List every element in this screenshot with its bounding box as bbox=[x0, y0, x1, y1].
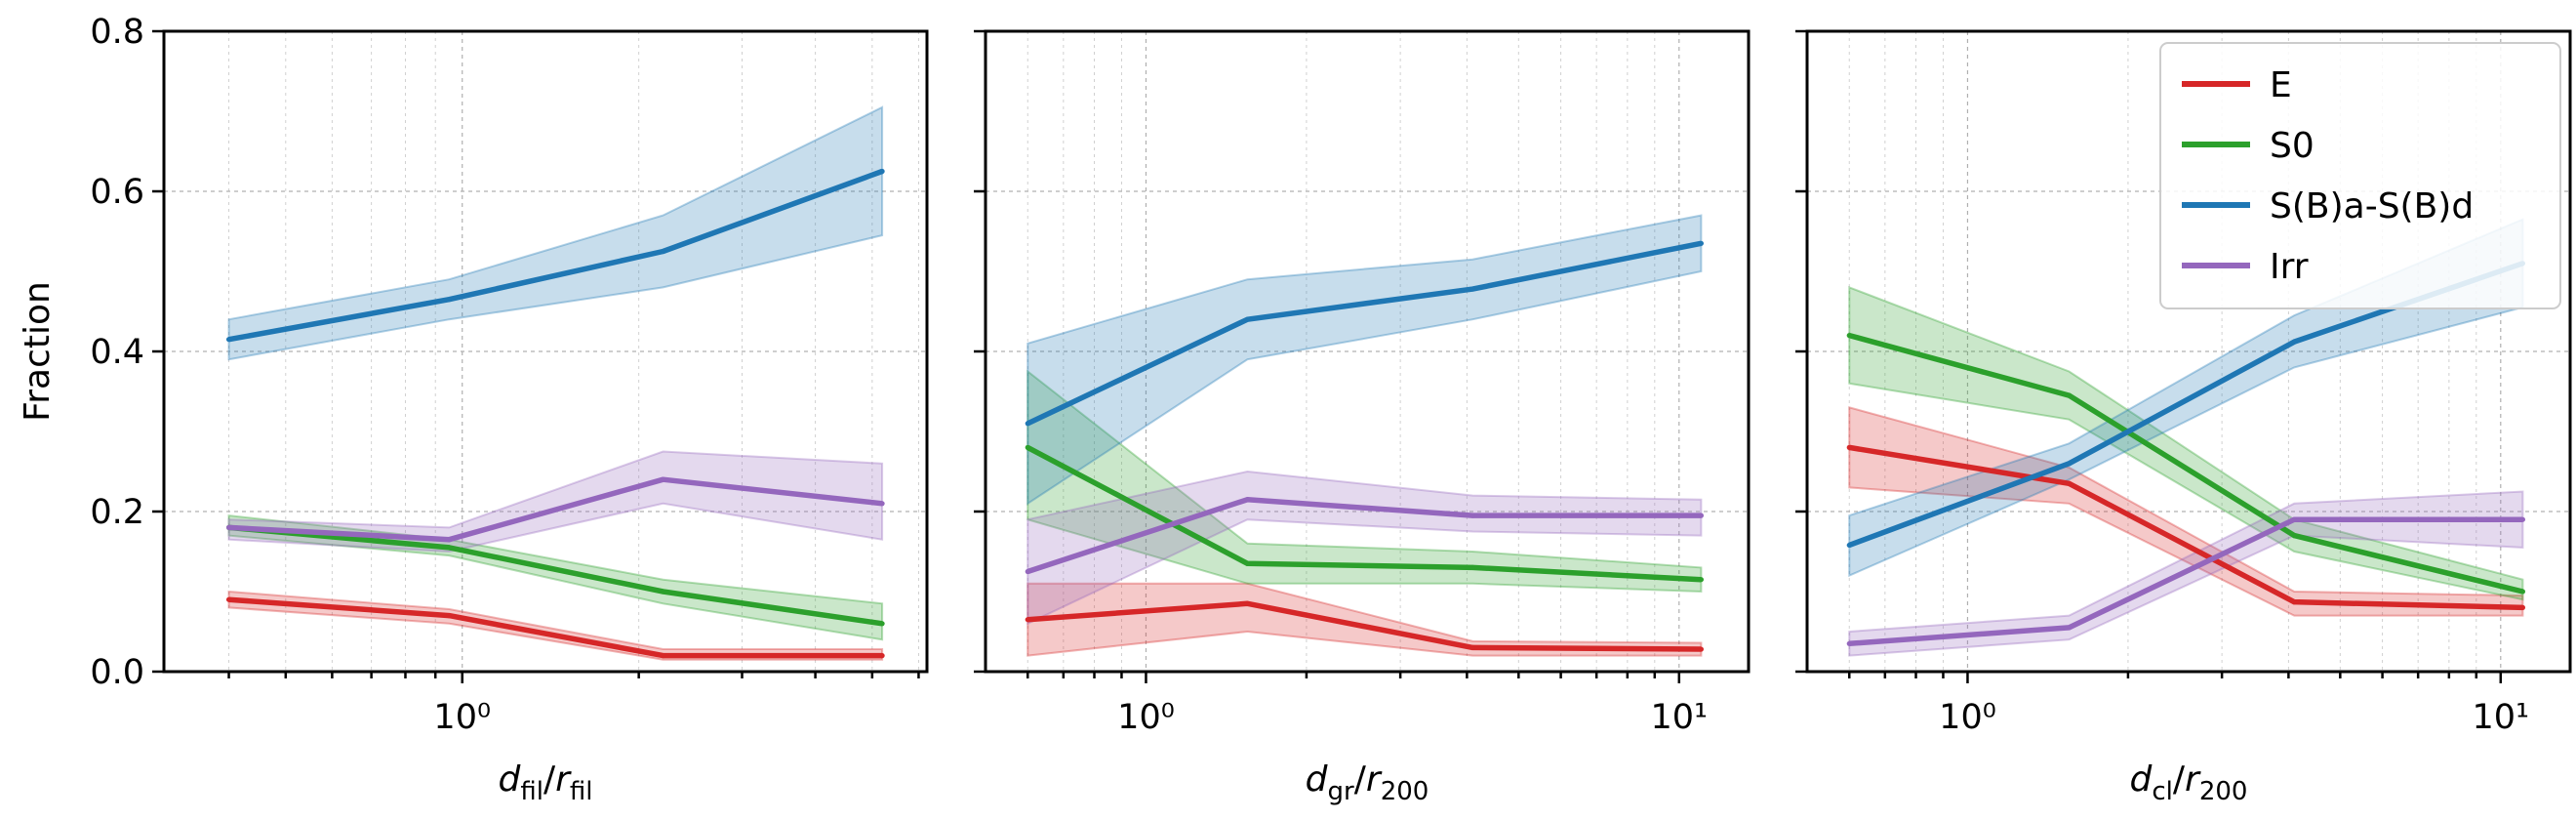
point-s0 bbox=[1846, 333, 1852, 339]
point-e bbox=[2519, 604, 2526, 611]
point-irr bbox=[1025, 568, 1030, 575]
point-s0 bbox=[660, 589, 666, 594]
point-s-b-a-s-b-d bbox=[446, 297, 452, 303]
point-irr bbox=[1846, 640, 1852, 646]
line-s-b-a-s-b-d bbox=[228, 168, 884, 343]
band-s-b-a-s-b-d bbox=[227, 105, 884, 361]
point-irr bbox=[1469, 512, 1475, 518]
point-s-b-a-s-b-d bbox=[2291, 339, 2297, 345]
axes-frame bbox=[984, 29, 1751, 674]
y-tick-label: 0.0 bbox=[90, 653, 144, 692]
panel-filament: 10⁰ 0.0 0.2 0.4 0.6 0.8 dfil/rfil Fraction bbox=[18, 13, 929, 806]
x-tick-label: 10⁰ bbox=[433, 698, 491, 737]
band-irr bbox=[1026, 470, 1703, 626]
line-irr bbox=[1026, 496, 1702, 575]
point-e bbox=[446, 613, 452, 619]
point-s-b-a-s-b-d bbox=[660, 248, 666, 255]
point-s-b-a-s-b-d bbox=[225, 337, 232, 343]
axes-frame bbox=[162, 29, 929, 674]
point-s0 bbox=[2291, 533, 2297, 539]
point-irr bbox=[1244, 497, 1251, 503]
band-irr bbox=[227, 450, 884, 554]
point-e bbox=[225, 596, 232, 602]
point-e bbox=[1025, 617, 1030, 623]
point-s0 bbox=[1244, 560, 1251, 566]
point-s0 bbox=[446, 545, 452, 551]
line-s0 bbox=[1848, 332, 2524, 594]
line-s0 bbox=[1026, 444, 1702, 583]
line-e bbox=[228, 596, 883, 659]
x-axis-label: dfil/rfil bbox=[498, 759, 592, 806]
point-irr bbox=[2066, 625, 2073, 631]
y-tick-label: 0.2 bbox=[90, 493, 144, 532]
point-irr bbox=[2519, 516, 2526, 522]
point-s-b-a-s-b-d bbox=[1469, 286, 1475, 292]
legend-label-s-b-a-s-b-d: S(B)a-S(B)d bbox=[2270, 186, 2474, 226]
point-e bbox=[1698, 646, 1705, 652]
y-tick-label: 0.8 bbox=[90, 13, 144, 52]
legend-box bbox=[2159, 42, 2561, 309]
band-s0 bbox=[227, 513, 884, 641]
point-s0 bbox=[2519, 589, 2526, 594]
line-s0 bbox=[228, 524, 883, 627]
point-irr bbox=[446, 537, 452, 543]
point-irr bbox=[225, 524, 232, 531]
point-irr bbox=[660, 476, 666, 482]
point-s0 bbox=[2066, 392, 2073, 398]
point-e bbox=[660, 653, 666, 659]
axes-frame bbox=[1805, 29, 2572, 674]
line-e bbox=[1848, 444, 2523, 611]
x-axis-label: dcl/r200 bbox=[2130, 759, 2248, 806]
legend-label-e: E bbox=[2270, 65, 2292, 105]
x-tick-label: 10¹ bbox=[1651, 698, 1709, 737]
legend-label-s0: S0 bbox=[2270, 126, 2314, 166]
point-s0 bbox=[879, 621, 885, 627]
point-irr bbox=[2291, 516, 2297, 522]
point-e bbox=[1846, 444, 1852, 450]
point-s-b-a-s-b-d bbox=[2066, 461, 2073, 467]
line-e bbox=[1027, 600, 1702, 652]
y-tick-label: 0.6 bbox=[90, 173, 144, 212]
y-tick-label: 0.4 bbox=[90, 333, 144, 372]
point-e bbox=[1244, 600, 1251, 606]
point-s0 bbox=[1025, 444, 1030, 450]
point-s-b-a-s-b-d bbox=[1025, 421, 1030, 427]
band-e bbox=[227, 590, 884, 661]
x-axis-label: dgr/r200 bbox=[1306, 759, 1429, 806]
band-e bbox=[1848, 406, 2524, 617]
point-s-b-a-s-b-d bbox=[1846, 542, 1852, 549]
point-s-b-a-s-b-d bbox=[1244, 316, 1251, 322]
x-tick-label: 10⁰ bbox=[1939, 698, 1996, 737]
point-irr bbox=[879, 501, 885, 507]
point-e bbox=[2066, 480, 2073, 486]
x-tick-label: 10¹ bbox=[2473, 698, 2530, 737]
panel-cluster: 10⁰ 10¹ dcl/r200 E S0 S(B)a-S(B)d Irr bbox=[1795, 29, 2572, 806]
point-e bbox=[2291, 599, 2297, 605]
point-s-b-a-s-b-d bbox=[879, 168, 885, 175]
point-irr bbox=[1698, 512, 1705, 518]
point-e bbox=[879, 653, 885, 659]
band-e bbox=[1026, 582, 1703, 657]
point-s0 bbox=[1469, 564, 1475, 571]
legend: E S0 S(B)a-S(B)d Irr bbox=[2159, 42, 2561, 309]
panel-group: 10⁰ 10¹ dgr/r200 bbox=[974, 29, 1751, 806]
point-s-b-a-s-b-d bbox=[1698, 240, 1705, 246]
line-irr bbox=[1849, 516, 2523, 647]
line-s-b-a-s-b-d bbox=[1026, 240, 1702, 427]
legend-label-irr: Irr bbox=[2270, 247, 2309, 287]
point-s0 bbox=[1698, 577, 1705, 583]
band-s-b-a-s-b-d bbox=[1026, 214, 1703, 506]
point-e bbox=[1469, 644, 1475, 651]
x-tick-label: 10⁰ bbox=[1117, 698, 1175, 737]
y-axis-label: Fraction bbox=[18, 281, 58, 422]
line-irr bbox=[228, 476, 883, 543]
